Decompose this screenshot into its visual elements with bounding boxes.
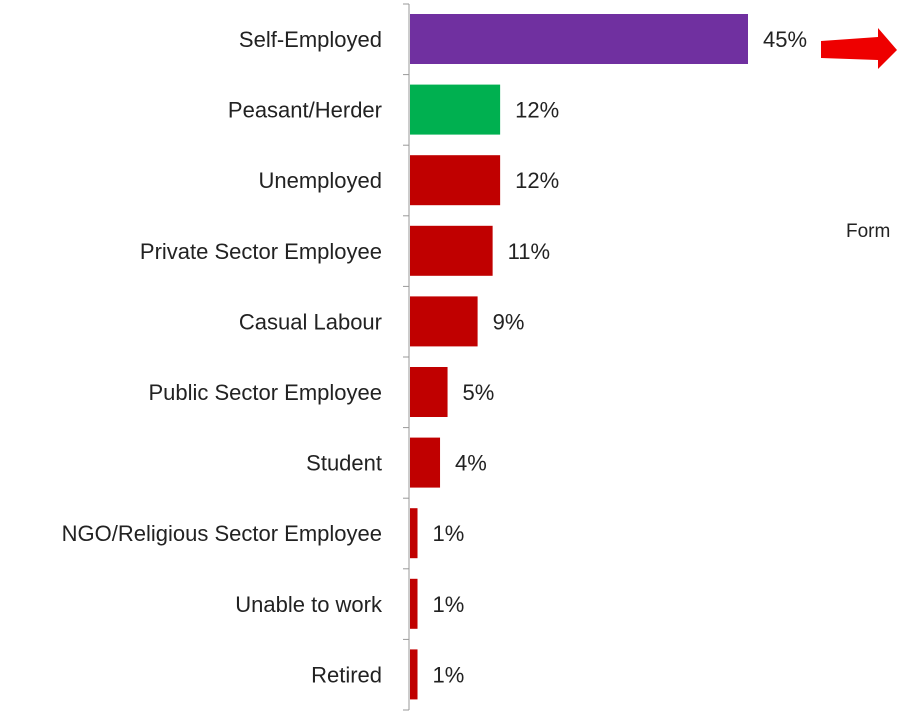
bar-ngo-religious-sector-employee [410,508,418,559]
bar-retired [410,649,418,700]
side-note-text: Form [846,221,891,242]
bar-private-sector-employee [410,225,493,276]
category-label: Student [306,451,382,476]
value-label: 1% [433,521,465,546]
bar-peasant-herder [410,84,501,135]
value-label: 4% [455,451,487,476]
bars-group [410,14,748,700]
value-label: 9% [493,309,525,334]
category-label: Self-Employed [239,27,382,52]
category-labels-group: Self-Employed Peasant/Herder Unemployed Pri… [62,27,383,687]
category-label: NGO/Religious Sector Employee [62,521,382,546]
category-label: Casual Labour [239,309,382,334]
category-axis [403,3,410,711]
value-label: 5% [463,380,495,405]
value-label: 45% [763,27,807,52]
value-label: 12% [515,98,559,123]
bar-casual-labour [410,296,478,347]
right-arrow-icon [821,28,897,69]
bar-student [410,437,441,488]
bar-unemployed [410,155,501,206]
category-label: Unable to work [235,592,383,617]
category-label: Unemployed [258,168,382,193]
value-label: 12% [515,168,559,193]
bar-unable-to-work [410,578,418,629]
value-label: 1% [433,662,465,687]
category-label: Private Sector Employee [140,239,382,264]
category-label: Peasant/Herder [228,98,382,123]
bar-self-employed [410,14,748,64]
value-label: 1% [433,592,465,617]
category-label: Retired [311,662,382,687]
value-labels-group: 45% 12% 12% 11% 9% 5% 4% 1% 1% 1% [433,27,808,687]
value-label: 11% [508,239,550,264]
category-label: Public Sector Employee [148,380,382,405]
bar-public-sector-employee [410,367,448,417]
